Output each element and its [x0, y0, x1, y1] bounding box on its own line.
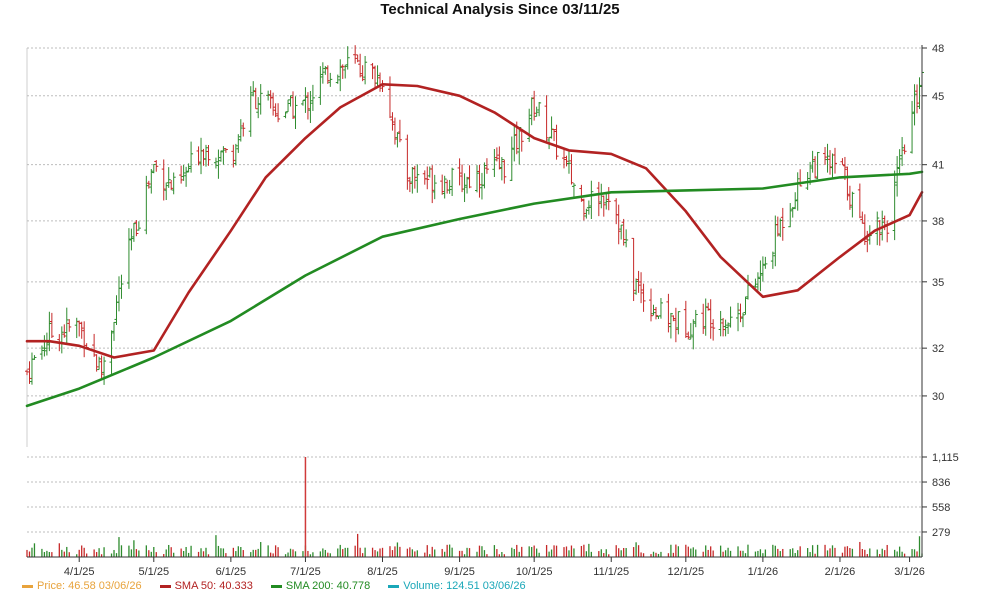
x-tick-label: 7/1/25	[290, 566, 321, 578]
x-tick-label: 6/1/25	[216, 566, 247, 578]
price-tick-label: 48	[932, 43, 944, 55]
legend-item: Volume: 124.51 03/06/26	[388, 580, 526, 592]
grid	[26, 47, 922, 533]
x-tick-label: 11/1/25	[593, 566, 629, 578]
legend-label: SMA 50: 40.333	[174, 580, 253, 592]
legend-item: Price: 46.58 03/06/26	[22, 580, 142, 592]
x-tick-label: 4/1/25	[64, 566, 95, 578]
legend-label: Price: 46.58 03/06/26	[37, 580, 142, 592]
price-tick-label: 41	[932, 160, 944, 172]
x-tick-label: 8/1/25	[367, 566, 398, 578]
legend-item: SMA 200: 40.778	[270, 580, 371, 592]
moving-average-lines	[25, 83, 924, 408]
price-tick-label: 38	[932, 216, 944, 228]
x-tick-label: 3/1/26	[894, 566, 925, 578]
price-tick-label: 32	[932, 343, 944, 355]
x-tick-label: 12/1/25	[667, 566, 704, 578]
legend-swatch	[159, 584, 171, 588]
legend-label: Volume: 124.51 03/06/26	[403, 580, 526, 592]
price-tick-label: 45	[932, 91, 944, 103]
price-tick-label: 30	[932, 391, 944, 403]
price-bars	[25, 45, 924, 385]
legend-swatch	[388, 584, 400, 588]
x-tick-label: 10/1/25	[516, 566, 553, 578]
legend-item: SMA 50: 40.333	[159, 580, 253, 592]
legend-swatch	[22, 584, 33, 588]
legend-label: SMA 200: 40.778	[285, 580, 371, 592]
volume-tick-label: 279	[932, 527, 950, 539]
axes: 30 32 35 38 41 45 48 279 558 836 1,115 4/1/25 5/1/25…	[27, 43, 959, 578]
x-tick-label: 2/1/26	[825, 566, 856, 578]
sma-200-line	[25, 170, 924, 408]
x-tick-label: 5/1/25	[138, 566, 169, 578]
price-tick-label: 35	[932, 277, 944, 289]
x-tick-label: 1/1/26	[748, 566, 779, 578]
legend-swatch	[270, 584, 282, 588]
volume-tick-label: 836	[932, 477, 950, 489]
sma-50-line	[25, 83, 924, 359]
volume-tick-label: 1,115	[932, 452, 959, 464]
legend: Price: 46.58 03/06/26 SMA 50: 40.333 SMA 2…	[22, 580, 544, 594]
chart-title: Technical Analysis Since 03/11/25	[380, 1, 620, 18]
x-tick-label: 9/1/25	[444, 566, 475, 578]
volume-bars	[26, 457, 923, 557]
volume-tick-label: 558	[932, 502, 950, 514]
